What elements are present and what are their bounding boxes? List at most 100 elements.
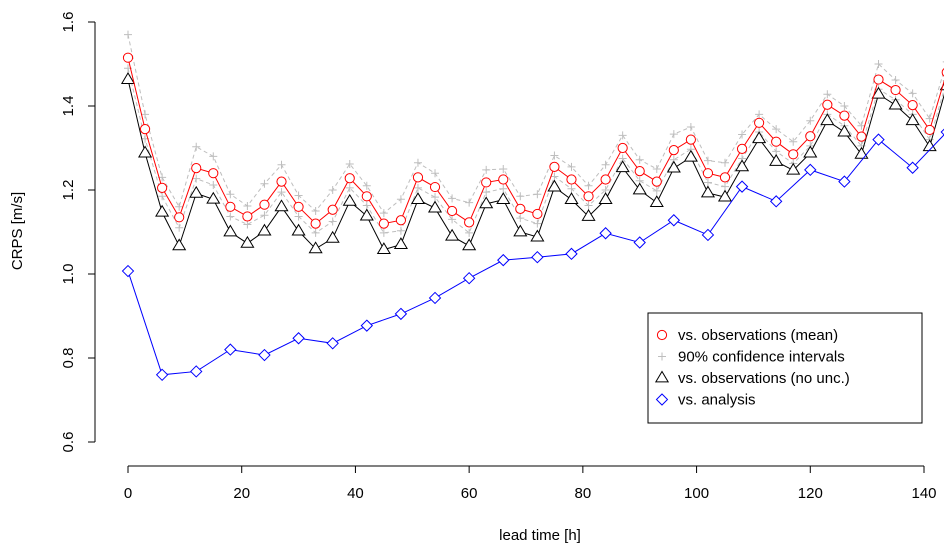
ci-upper-point — [789, 137, 798, 146]
no-unc-point — [393, 237, 408, 249]
mean-point — [736, 143, 748, 154]
legend-marker — [656, 329, 668, 341]
analysis-point — [360, 319, 374, 332]
ci-upper-point — [243, 201, 252, 210]
mean-point — [276, 176, 287, 187]
ci-lower-point — [396, 226, 405, 235]
no-unc-point — [632, 182, 647, 195]
ci-upper-point — [584, 181, 593, 190]
ci-lower-point — [465, 228, 474, 237]
legend-label: 90% confidence intervals — [678, 349, 845, 366]
no-unc-point — [308, 241, 323, 254]
no-unc-point — [786, 162, 801, 175]
no-unc-point — [922, 139, 937, 152]
series-no-unc — [120, 72, 944, 255]
mean-point — [634, 166, 645, 177]
analysis-point — [940, 128, 944, 136]
no-unc-point — [291, 223, 306, 236]
legend: vs. observations (mean) 90% confidence in… — [647, 312, 923, 424]
mean-point — [549, 161, 560, 172]
ci-upper-point — [209, 152, 218, 161]
mean-point — [617, 142, 628, 154]
ci-lower-point — [584, 201, 593, 210]
x-tick-label: 80 — [575, 485, 592, 502]
y-tick-label: 0.8 — [60, 348, 77, 369]
ci-upper-point — [362, 181, 371, 190]
analysis-point — [326, 337, 339, 350]
ci-lower-point — [431, 193, 440, 202]
x-axis-title: lead time [h] — [499, 527, 581, 544]
series-analysis — [121, 128, 944, 382]
legend-label: vs. observations (mean) — [678, 327, 838, 344]
mean-point — [225, 201, 236, 212]
analysis-point — [701, 228, 715, 242]
y-tick-label: 1.4 — [60, 96, 77, 117]
series-layer — [120, 30, 944, 382]
mean-point — [174, 212, 185, 223]
legend-marker — [655, 393, 669, 406]
no-unc-point — [376, 242, 391, 255]
mean-point — [446, 205, 458, 217]
mean-point — [856, 131, 867, 142]
no-unc-point — [854, 146, 869, 159]
ci-upper-point — [396, 195, 405, 204]
mean-point — [429, 181, 441, 193]
ci-lower-point — [243, 220, 252, 229]
analysis-point — [838, 175, 851, 188]
no-unc-point — [445, 228, 460, 241]
analysis-point — [155, 368, 169, 382]
no-unc-point — [325, 230, 340, 243]
mean-point — [481, 177, 492, 188]
mean-point — [839, 110, 850, 121]
ci-upper-point — [857, 121, 866, 130]
mean-line — [127, 57, 944, 225]
mean-point — [788, 149, 799, 160]
no-unc-point — [172, 238, 187, 251]
no-unc-point — [837, 124, 852, 137]
no-unc-point — [427, 200, 443, 213]
ci-upper-point — [482, 165, 491, 174]
x-tick-label: 120 — [798, 485, 823, 502]
analysis-point — [428, 291, 442, 305]
analysis-point — [394, 307, 408, 321]
mean-point — [822, 99, 833, 110]
ci-upper-point — [294, 191, 303, 200]
ci-upper-point — [908, 89, 917, 98]
ci-upper-point — [772, 125, 781, 134]
ci-upper-point — [192, 142, 201, 151]
no-unc-point — [206, 191, 221, 204]
ci-upper-point — [277, 160, 286, 169]
ci-upper-point — [260, 179, 269, 188]
mean-point — [719, 172, 731, 183]
analysis-point — [599, 227, 612, 240]
axes-layer: 0.6 0.8 1.0 1.2 1.4 1.6 0 20 40 60 80 100 120 140 — [60, 12, 937, 502]
legend-marker — [658, 352, 666, 361]
mean-point — [378, 218, 389, 229]
analysis-point — [906, 161, 919, 174]
ci-upper-point — [601, 160, 610, 169]
no-unc-point — [138, 145, 153, 158]
mean-point — [583, 191, 594, 202]
ci-upper-point — [465, 198, 474, 207]
ci-upper-point — [533, 190, 542, 199]
mean-point — [754, 117, 765, 128]
ci-lower-point — [192, 174, 201, 183]
no-unc-point — [700, 185, 715, 198]
ci-upper-point — [413, 158, 422, 167]
analysis-point — [531, 250, 544, 264]
no-unc-point — [496, 192, 511, 205]
mean-point — [515, 203, 526, 214]
analysis-point — [497, 253, 510, 267]
analysis-point — [735, 180, 749, 193]
no-unc-point — [735, 159, 750, 172]
mean-point — [566, 174, 577, 185]
ci-upper-point — [618, 131, 627, 140]
mean-point — [310, 218, 321, 229]
legend-marker — [654, 370, 670, 383]
no-unc-point — [223, 224, 238, 237]
ci-lower-point — [413, 183, 422, 192]
ci-upper-point — [891, 75, 900, 84]
no-unc-point — [615, 160, 630, 173]
ci-lower-point — [175, 223, 184, 232]
